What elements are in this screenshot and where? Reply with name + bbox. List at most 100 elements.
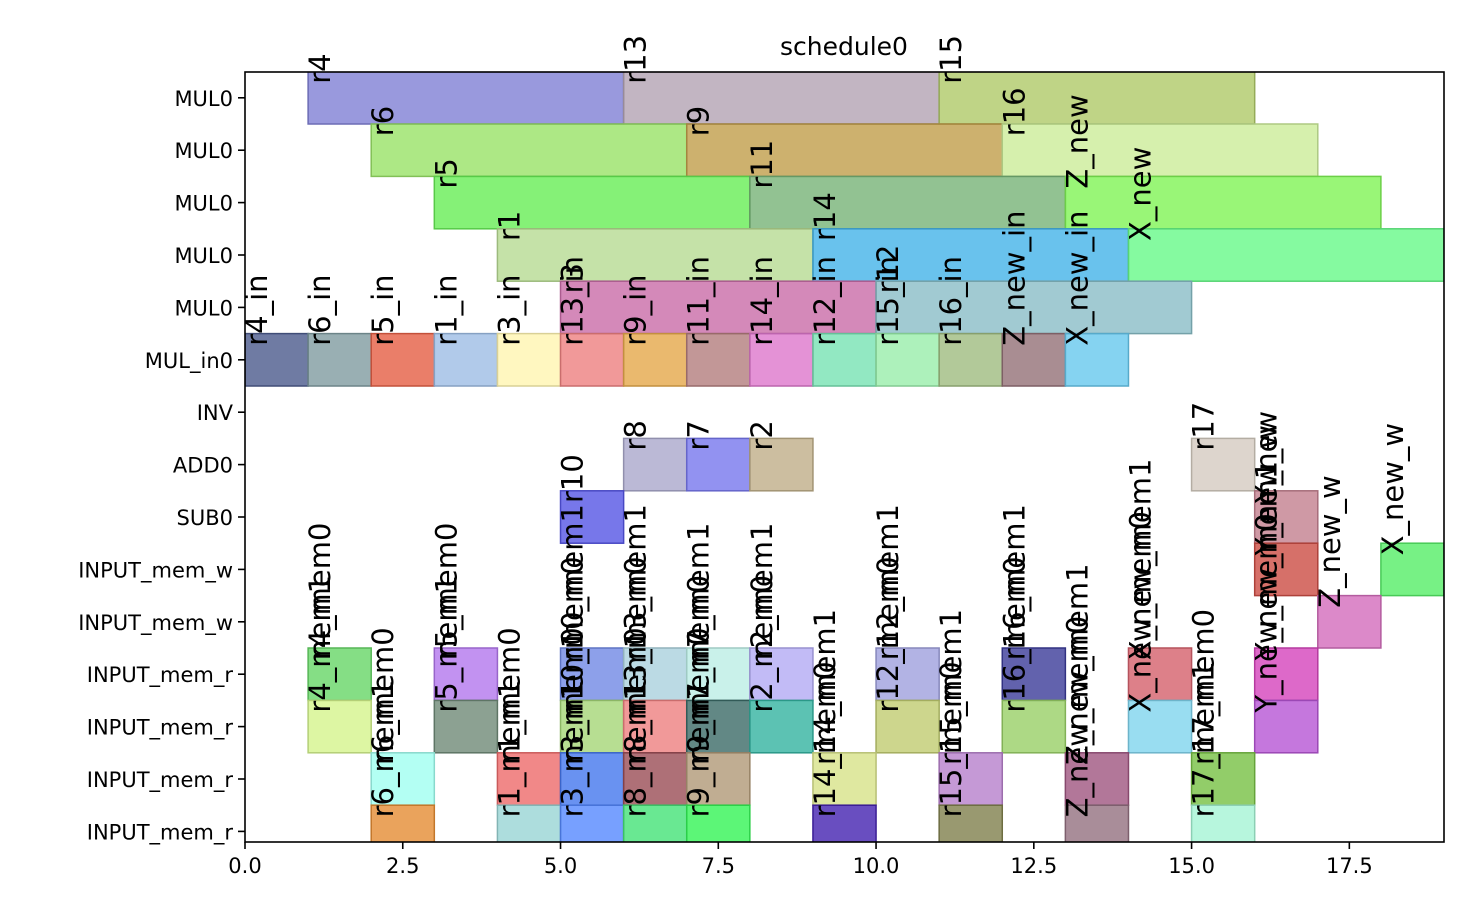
bar-label-Y_new: Y_new <box>1250 411 1284 504</box>
bar-r2 <box>749 437 814 492</box>
bar-X_new <box>1127 228 1444 282</box>
y-tick-label-3: MUL0 <box>174 244 233 268</box>
bar-r12_mem1 <box>875 647 940 702</box>
bar-r5 <box>433 175 751 230</box>
bar-label-r4: r4 <box>303 53 337 83</box>
bar-label-r9_mem0: r9_mem0 <box>682 627 716 765</box>
bar-r2_mem1 <box>749 647 814 702</box>
bar-label-Z_new_in: Z_new_in <box>997 211 1031 346</box>
x-tick-label-2: 5.0 <box>544 854 577 878</box>
bar-r5_in <box>370 332 436 387</box>
y-tick-label-4: MUL0 <box>174 296 233 320</box>
bar-label-r17: r17 <box>1187 402 1221 451</box>
bar-label-r7: r7 <box>682 420 716 450</box>
bar-label-r15_mem1: r15_mem1 <box>934 609 968 765</box>
y-tick-label-14: INPUT_mem_r <box>87 820 234 845</box>
bar-label-X_new: X_new <box>1123 147 1157 241</box>
y-tick-label-9: INPUT_mem_w <box>78 558 233 583</box>
bar-label-r6_mem1: r6_mem1 <box>366 680 400 818</box>
bar-label-r9: r9 <box>682 106 716 136</box>
bar-label-r10_mem1: r10_mem1 <box>556 504 590 660</box>
bar-label-r13_in: r13_in <box>556 256 590 346</box>
bar-Y_new_mem1 <box>1253 647 1319 702</box>
bar-r5_mem1 <box>433 699 499 754</box>
bar-label-r17_mem1: r17_mem1 <box>1187 661 1221 817</box>
bar-label-r12_mem1: r12_mem1 <box>871 504 905 660</box>
bar-r17_mem1 <box>1190 804 1256 842</box>
bar-label-X_new_mem0: X_new_mem0 <box>1123 511 1157 713</box>
bar-label-r15_in: r15_in <box>871 256 905 346</box>
bar-label-r12: r12 <box>871 245 905 294</box>
bar-label-r2_mem0: r2_mem0 <box>745 575 779 713</box>
bar-label-r16_mem1: r16_mem1 <box>997 504 1031 660</box>
bar-label-Z_new_mem1: Z_new_mem1 <box>1060 563 1094 765</box>
y-tick-label-8: SUB0 <box>177 506 233 530</box>
bar-r4_mem1 <box>307 699 372 754</box>
bar-r14_mem0 <box>812 804 877 842</box>
bar-r13_mem1 <box>622 647 688 702</box>
bar-r12_mem0 <box>875 699 940 754</box>
bar-label-r16: r16 <box>997 87 1031 136</box>
bar-r3_mem1 <box>559 804 625 842</box>
bar-label-r1_mem0: r1_mem0 <box>492 627 526 765</box>
bar-r16_in <box>938 332 1004 387</box>
bar-label-r4_mem1: r4_mem1 <box>303 575 337 713</box>
bar-label-Z_new_mem0: Z_new_mem0 <box>1060 616 1094 818</box>
bar-r16_mem1 <box>1001 647 1067 702</box>
bar-r17 <box>1190 437 1256 492</box>
bar-label-r14_in: r14_in <box>745 256 779 346</box>
bar-label-r11_in: r11_in <box>682 256 716 346</box>
bar-Z_new_mem0 <box>1064 804 1130 842</box>
bar-label-Y_new_mem1: Y_new_mem1 <box>1250 461 1284 661</box>
bar-r4_in <box>245 332 309 387</box>
bar-r13 <box>622 72 940 125</box>
bar-label-r15_mem0: r15_mem0 <box>934 661 968 817</box>
bar-r3_mem0 <box>559 752 625 806</box>
x-tick-label-6: 15.0 <box>1168 854 1215 878</box>
bar-r4_mem0 <box>307 647 372 702</box>
x-tick-label-0: 0.0 <box>228 854 261 878</box>
bar-label-r11: r11 <box>745 140 779 189</box>
bar-Z_new <box>1064 175 1382 230</box>
bar-r3_in <box>496 332 562 387</box>
bar-r15_mem0 <box>938 804 1004 842</box>
bar-label-r3_mem0: r3_mem0 <box>556 627 590 765</box>
bar-label-r10_mem0: r10_mem0 <box>556 556 590 712</box>
bar-label-r1_in: r1_in <box>429 274 463 345</box>
bar-r16 <box>1001 123 1319 178</box>
bar-r15_in <box>875 332 940 387</box>
bar-label-r12_mem0: r12_mem0 <box>871 556 905 712</box>
bar-label-X_new_mem1: X_new_mem1 <box>1123 459 1157 661</box>
bar-label-r8_mem1: r8_mem1 <box>619 680 653 818</box>
bar-label-X_new_w: X_new_w <box>1376 423 1410 556</box>
bar-label-r9_mem1: r9_mem1 <box>682 680 716 818</box>
x-axis: 0.0 2.5 5.0 7.5 10.0 12.5 15.0 17.5 <box>228 842 1373 878</box>
bar-label-r3_in: r3_in <box>492 274 526 345</box>
bar-label-r2: r2 <box>745 420 779 450</box>
bar-r6_mem1 <box>370 804 436 842</box>
bar-r13_in <box>559 332 625 387</box>
bar-r9_mem0 <box>685 752 751 806</box>
bar-r6 <box>370 123 688 178</box>
y-tick-label-1: MUL0 <box>174 139 233 163</box>
y-tick-label-2: MUL0 <box>174 192 233 216</box>
bar-label-r4_in: r4_in <box>240 274 274 345</box>
bar-label-r8: r8 <box>619 420 653 450</box>
bar-label-r8_mem0: r8_mem0 <box>619 627 653 765</box>
bar-r11_in <box>685 332 751 387</box>
bar-label-r16_mem0: r16_mem0 <box>997 556 1031 712</box>
bar-r12_in <box>812 332 877 387</box>
bar-label-X_new_in: X_new_in <box>1060 211 1094 346</box>
bar-label-r14_mem1: r14_mem1 <box>808 609 842 765</box>
bar-r2_mem0 <box>749 699 814 754</box>
y-tick-label-12: INPUT_mem_r <box>87 716 234 741</box>
bar-r16_mem0 <box>1001 699 1067 754</box>
bar-label-r6: r6 <box>366 106 400 136</box>
y-tick-label-6: INV <box>197 401 234 425</box>
bar-label-r13: r13 <box>619 35 653 84</box>
bar-r6_in <box>307 332 372 387</box>
bar-label-Z_new_w: Z_new_w <box>1313 475 1347 608</box>
x-tick-label-7: 17.5 <box>1326 854 1373 878</box>
bar-label-Y_new_mem0: Y_new_mem0 <box>1250 513 1284 713</box>
bar-Z_new_w <box>1317 594 1382 649</box>
